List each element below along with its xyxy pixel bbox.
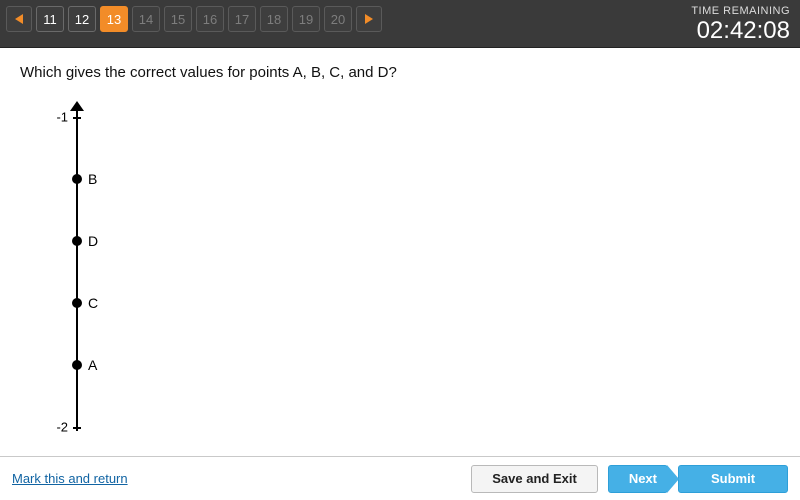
footer-bar: Mark this and return Save and Exit Next … — [0, 456, 800, 500]
prev-question-button[interactable] — [6, 6, 32, 32]
submit-button[interactable]: Submit — [678, 465, 788, 493]
timer-label: TIME REMAINING — [691, 6, 790, 18]
question-number-11[interactable]: 11 — [36, 6, 64, 32]
question-number-18[interactable]: 18 — [260, 6, 288, 32]
question-number-20[interactable]: 20 — [324, 6, 352, 32]
question-number-19[interactable]: 19 — [292, 6, 320, 32]
mark-and-return-link[interactable]: Mark this and return — [12, 471, 128, 486]
point-d — [72, 236, 82, 246]
footer-buttons: Save and Exit Next Submit — [471, 465, 788, 493]
next-button[interactable]: Next — [608, 465, 668, 493]
next-question-button[interactable] — [356, 6, 382, 32]
timer: TIME REMAINING 02:42:08 — [691, 6, 790, 43]
axis-tick — [73, 117, 81, 119]
point-c — [72, 298, 82, 308]
question-text: Which gives the correct values for point… — [20, 64, 788, 81]
point-label-a: A — [88, 357, 97, 373]
point-label-b: B — [88, 171, 97, 187]
question-nav-bar: 11121314151617181920 TIME REMAINING 02:4… — [0, 0, 800, 48]
timer-value: 02:42:08 — [691, 18, 790, 43]
point-a — [72, 360, 82, 370]
question-number-strip: 11121314151617181920 — [6, 6, 382, 32]
axis-tick-label: -1 — [56, 110, 68, 125]
axis-tick-label: -2 — [56, 420, 68, 435]
save-exit-button[interactable]: Save and Exit — [471, 465, 598, 493]
question-number-14[interactable]: 14 — [132, 6, 160, 32]
number-line-axis — [76, 107, 78, 431]
question-content[interactable]: Which gives the correct values for point… — [0, 48, 800, 456]
point-label-c: C — [88, 295, 98, 311]
axis-tick — [73, 427, 81, 429]
number-line-figure: -1-2BDCA — [46, 101, 166, 431]
question-number-17[interactable]: 17 — [228, 6, 256, 32]
question-number-15[interactable]: 15 — [164, 6, 192, 32]
point-label-d: D — [88, 233, 98, 249]
point-b — [72, 174, 82, 184]
question-number-13[interactable]: 13 — [100, 6, 128, 32]
question-number-16[interactable]: 16 — [196, 6, 224, 32]
question-number-12[interactable]: 12 — [68, 6, 96, 32]
